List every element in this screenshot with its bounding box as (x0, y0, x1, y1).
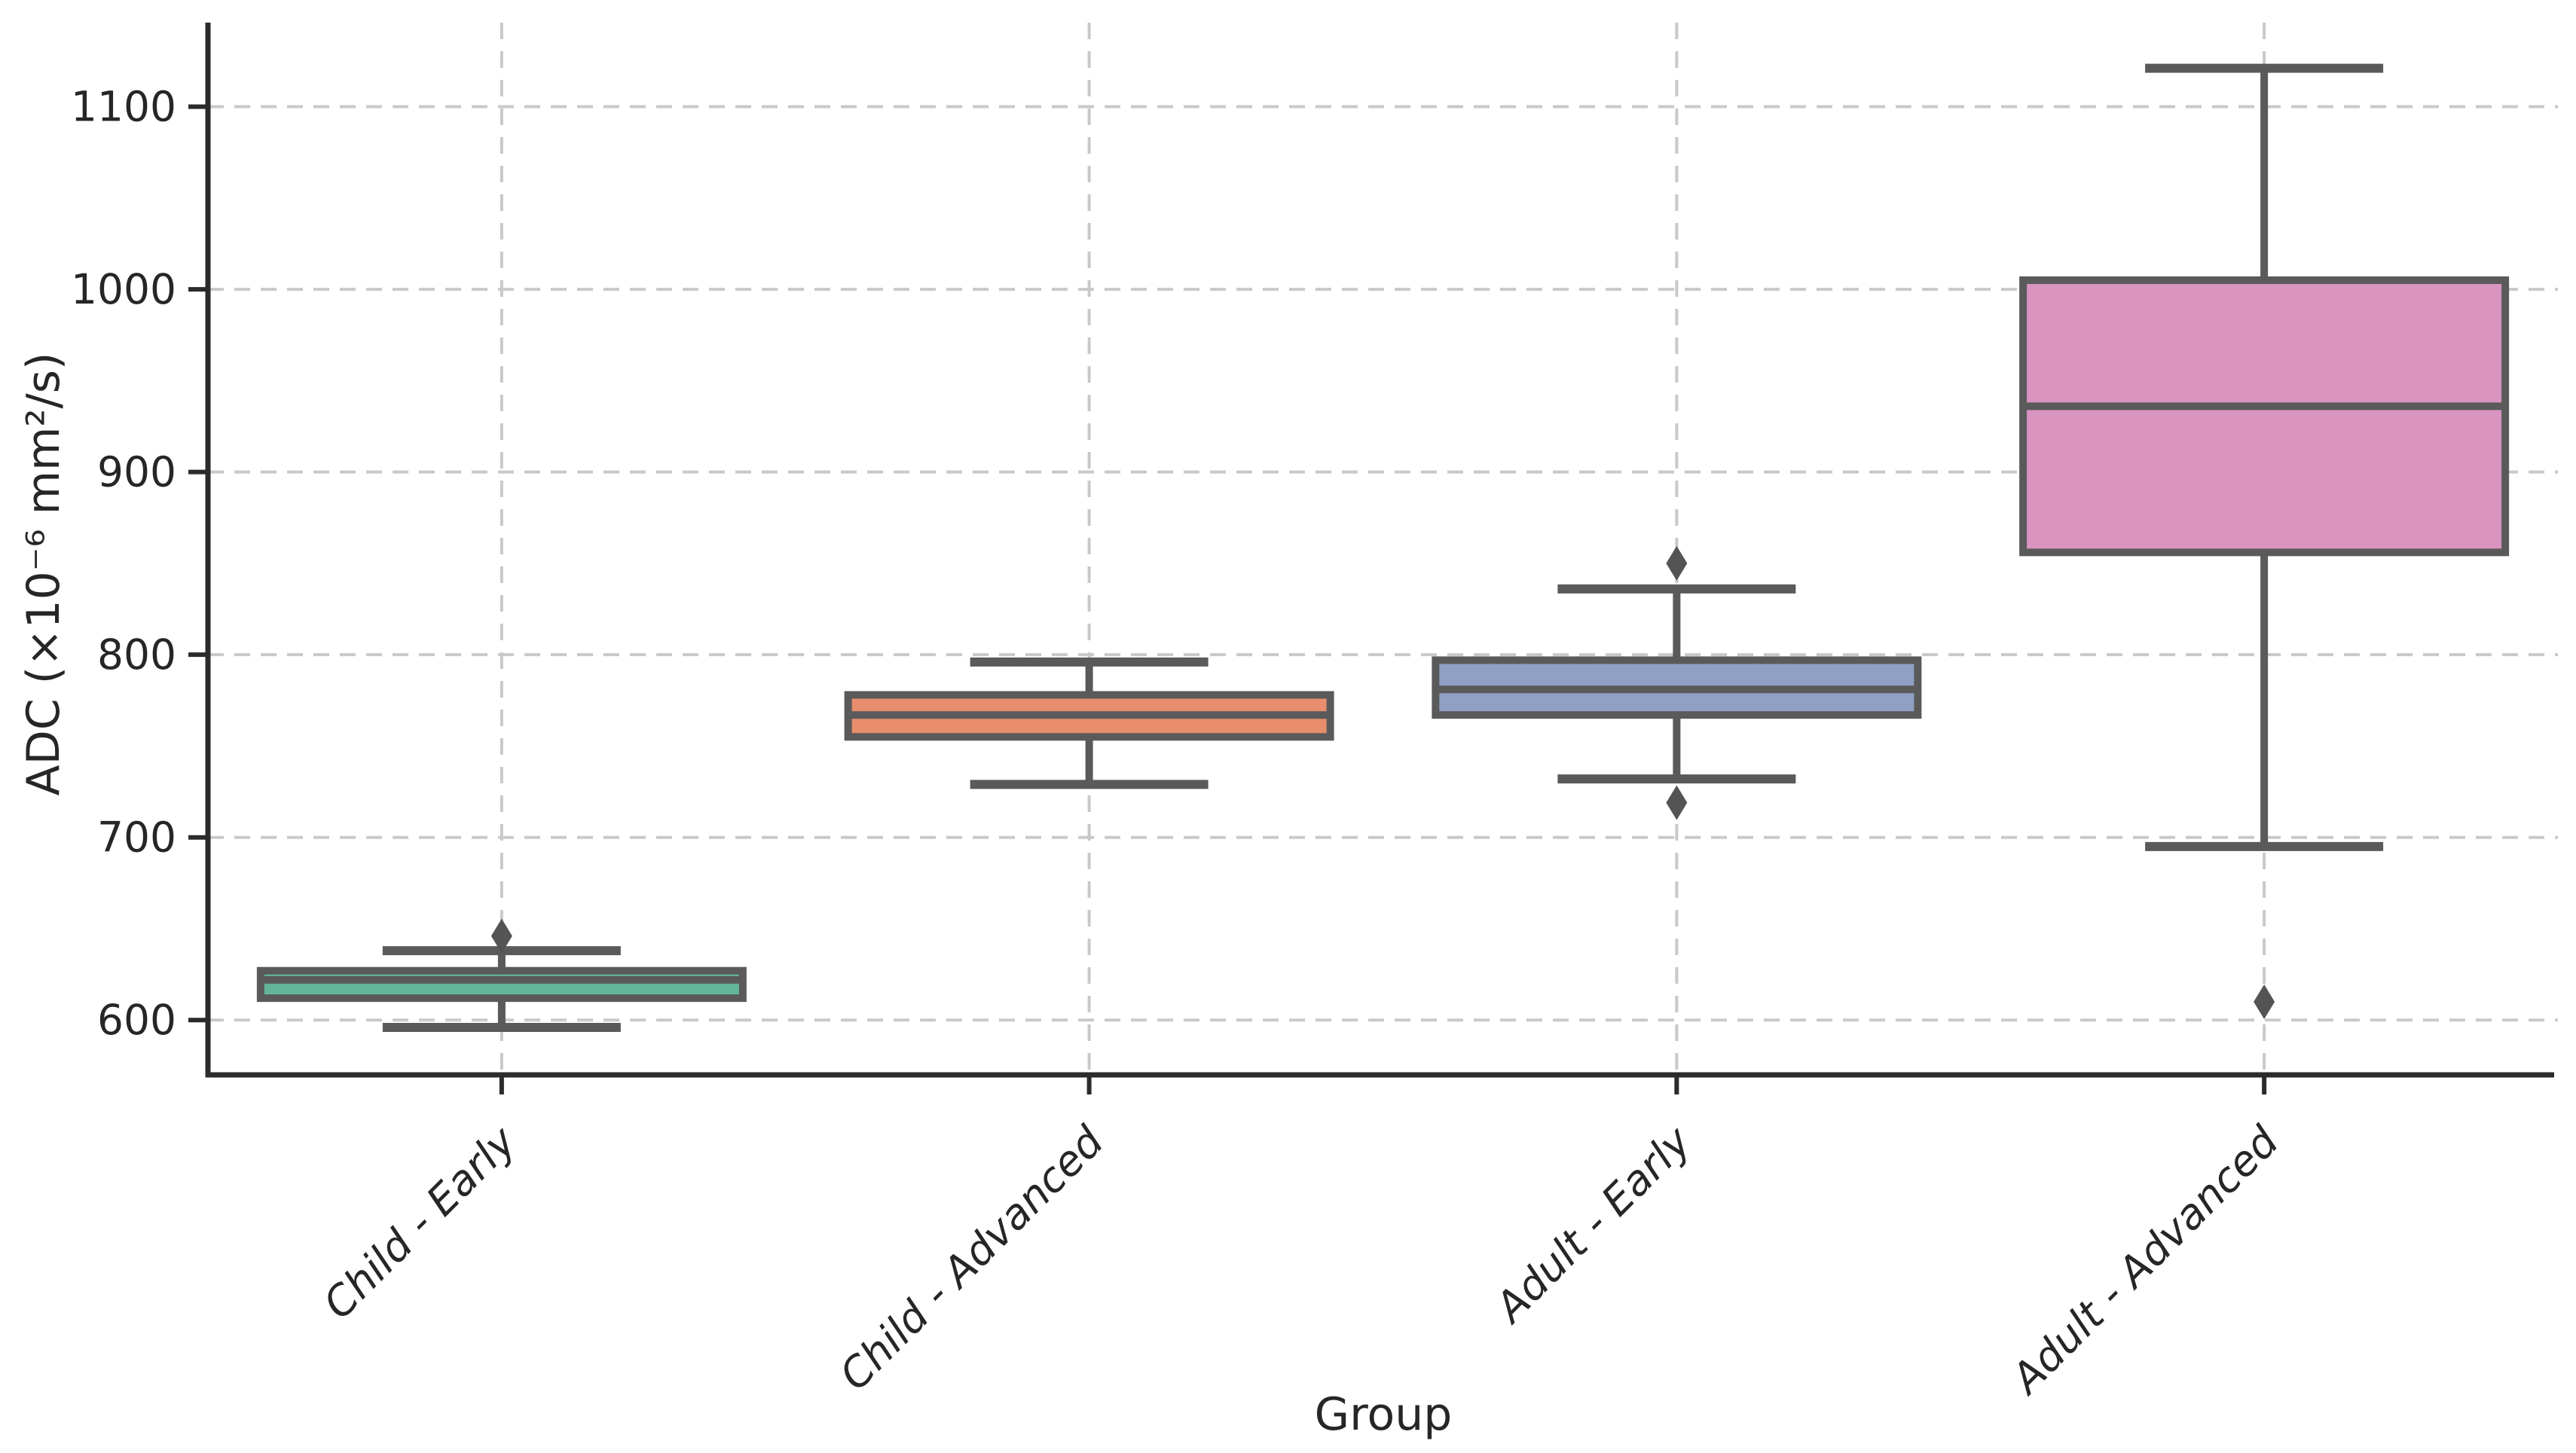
y-tick-label: 1000 (71, 265, 176, 313)
x-tick-label: Adult - Early (1484, 1116, 1701, 1332)
y-tick-label: 800 (97, 630, 176, 679)
y-tick-label: 700 (97, 813, 176, 862)
y-tick-label: 1100 (71, 83, 176, 131)
iqr-box (2019, 276, 2510, 557)
outlier-diamond (2254, 984, 2275, 1019)
x-axis-label: Group (1315, 1388, 1453, 1441)
outlier-diamond (490, 918, 512, 954)
y-tick-label: 600 (97, 996, 176, 1044)
x-tick-label: Child - Early (314, 1116, 526, 1328)
x-tick-label: Adult - Advanced (2000, 1116, 2288, 1404)
plot-area: 600 700 800 900 1000 1100 Child - Early Child -… (71, 23, 2558, 1404)
outlier-diamond (1666, 785, 1688, 820)
y-axis-label: ADC (×10⁻⁶ mm²/s) (17, 353, 70, 796)
iqr-box (256, 966, 747, 1003)
y-tick-label: 900 (97, 448, 176, 496)
outlier-diamond (1666, 545, 1688, 581)
x-tick-label: Child - Advanced (830, 1116, 1114, 1400)
